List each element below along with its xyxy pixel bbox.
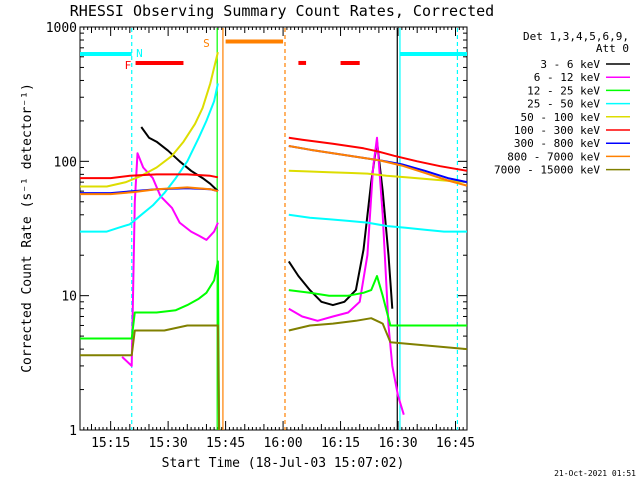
legend-label: 12 - 25 keV (527, 84, 600, 97)
y-tick-label: 100 (54, 155, 77, 170)
y-axis-label: Corrected Count Rate (s⁻¹ detector⁻¹) (20, 83, 35, 373)
legend-label: 50 - 100 keV (521, 111, 601, 124)
legend-label: 6 - 12 keV (534, 71, 601, 84)
plot-frame (79, 26, 468, 431)
x-tick-label: 15:30 (149, 436, 188, 451)
y-tick-label: 1 (69, 424, 77, 439)
legend-label: 800 - 7000 keV (507, 150, 600, 163)
series-line (80, 324, 221, 431)
series-line (80, 173, 219, 180)
plot-area: 1 10 100 1000 15:15 15:30 15:45 16:00 16:15 16:30… (46, 21, 475, 451)
series-line (288, 317, 468, 351)
x-tick-label: 16:15 (321, 436, 360, 451)
x-tick-label: 15:15 (91, 436, 130, 451)
series-line (288, 145, 468, 187)
chart-title: RHESSI Observing Summary Count Rates, Co… (70, 2, 494, 20)
series-line (80, 186, 219, 196)
x-tick-label: 16:00 (264, 436, 303, 451)
legend-header-line-2: Att 0 (596, 42, 629, 55)
x-tick-label: 16:30 (378, 436, 417, 451)
annotation-s: S (203, 37, 210, 50)
legend-label: 7000 - 15000 keV (494, 164, 600, 177)
series-line (80, 83, 219, 233)
y-tick-label: 10 (61, 290, 77, 305)
series-line (288, 169, 468, 184)
series-line (121, 152, 219, 367)
series-line (140, 126, 219, 192)
legend-header-line-1: Det 1,3,4,5,6,9, (523, 30, 629, 43)
series-line (80, 260, 221, 431)
y-tick-label: 1000 (46, 21, 77, 36)
legend-label: 25 - 50 keV (527, 98, 600, 111)
x-axis-label: Start Time (18-Jul-03 15:07:02) (162, 456, 405, 471)
legend-label: 100 - 300 keV (514, 124, 600, 137)
series-line (287, 140, 394, 309)
legend-label: 300 - 800 keV (514, 137, 600, 150)
legend-label: 3 - 6 keV (540, 58, 600, 71)
annotation-n: N (136, 47, 143, 60)
footer-timestamp: 21-Oct-2021 01:51 (554, 469, 636, 478)
annotation-f: F (125, 59, 132, 72)
x-tick-label: 15:45 (206, 436, 245, 451)
series-line (288, 136, 468, 172)
x-tick-label: 16:45 (436, 436, 475, 451)
series-line (288, 136, 405, 415)
series-line (288, 213, 467, 233)
series-line (288, 275, 467, 327)
series-line (80, 51, 219, 188)
